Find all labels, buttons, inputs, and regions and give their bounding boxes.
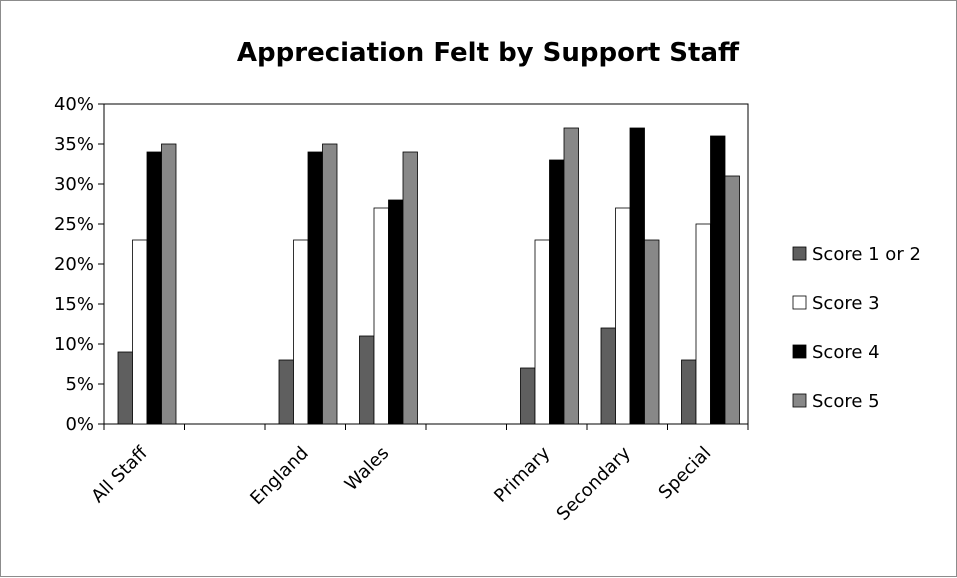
- x-tick-label: Wales: [341, 443, 393, 495]
- bar: [563, 127, 579, 425]
- y-tick-label: 20%: [54, 254, 94, 275]
- legend-label: Score 5: [812, 391, 880, 412]
- legend-label: Score 3: [812, 293, 880, 314]
- bar: [322, 143, 338, 425]
- bar: [629, 127, 645, 425]
- legend: Score 1 or 2 Score 3 Score 4 Score 5: [792, 244, 921, 412]
- bar: [373, 207, 389, 425]
- bar: [117, 351, 133, 425]
- y-tick-label: 5%: [65, 374, 94, 395]
- legend-swatch: [792, 344, 807, 359]
- y-tick-label: 15%: [54, 294, 94, 315]
- bar: [278, 359, 294, 425]
- bar: [724, 175, 740, 425]
- y-tick-label: 25%: [54, 214, 94, 235]
- bar: [161, 143, 177, 425]
- bar: [307, 151, 323, 425]
- legend-swatch: [792, 246, 807, 261]
- y-axis: 0% 5% 10% 15% 20% 25% 30% 35% 40%: [54, 94, 104, 435]
- chart-title: Appreciation Felt by Support Staff: [237, 38, 740, 68]
- bar: [695, 223, 711, 425]
- legend-swatch: [792, 393, 807, 408]
- bar: [710, 135, 726, 425]
- y-tick-label: 40%: [54, 94, 94, 115]
- bar: [520, 367, 536, 425]
- legend-label: Score 1 or 2: [812, 244, 921, 265]
- y-tick-label: 0%: [65, 414, 94, 435]
- legend-label: Score 4: [812, 342, 880, 363]
- x-tick-label: Secondary: [553, 442, 636, 525]
- bar: [644, 239, 660, 425]
- bars: [117, 127, 740, 425]
- y-tick-label: 35%: [54, 134, 94, 155]
- x-tick-label: All Staff: [87, 442, 152, 507]
- y-tick-label: 10%: [54, 334, 94, 355]
- bar: [293, 239, 309, 425]
- x-tick-label: Primary: [490, 442, 554, 506]
- bar: [534, 239, 550, 425]
- legend-swatch: [792, 295, 807, 310]
- bar: [132, 239, 148, 425]
- bar: [600, 327, 616, 425]
- x-tick-label: England: [246, 443, 313, 510]
- y-tick-label: 30%: [54, 174, 94, 195]
- bar: [359, 335, 375, 425]
- bar: [681, 359, 697, 425]
- bar: [615, 207, 631, 425]
- bar: [549, 159, 565, 425]
- bar: [402, 151, 418, 425]
- x-tick-label: Special: [655, 443, 716, 504]
- bar: [388, 199, 404, 425]
- bar: [146, 151, 162, 425]
